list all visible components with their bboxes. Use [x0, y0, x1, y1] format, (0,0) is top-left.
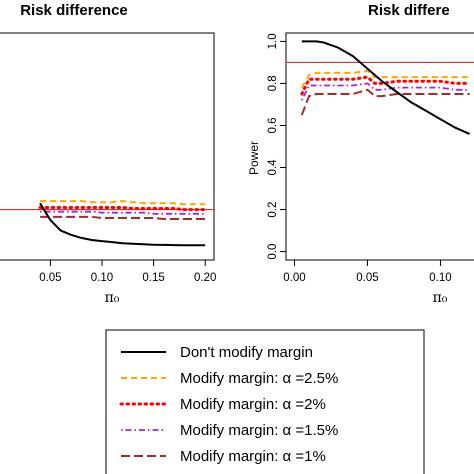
left-plot-marks	[0, 200, 214, 247]
legend-label: Modify margin: α =1.5%	[180, 422, 338, 439]
left-panel: Risk difference 0.05 0.10 0.15 0.20 π₀	[0, 2, 216, 306]
legend: Don't modify margin Modify margin: α =2.5…	[105, 329, 425, 474]
legend-label: Don't modify margin	[180, 344, 313, 361]
right-plot-marks	[286, 40, 474, 135]
right-panel-title: Risk differe	[368, 2, 450, 19]
series-line	[301, 40, 470, 135]
left-x-axis: 0.05 0.10 0.15 0.20	[39, 260, 216, 284]
legend-label: Modify margin: α =1%	[180, 448, 326, 465]
right-y-axis: 0.0 0.2 0.4 0.6 0.8 1.0	[267, 33, 286, 260]
series-line	[38, 206, 207, 212]
left-x-axis-label: π₀	[105, 290, 120, 306]
y-tick-label: 0.6	[267, 118, 279, 134]
x-tick-label: 0.20	[194, 272, 216, 284]
series-line	[40, 215, 206, 220]
right-x-axis-label: π₀	[433, 290, 448, 306]
y-tick-label: 0.8	[267, 75, 279, 91]
x-tick-label: 0.05	[39, 272, 61, 284]
x-tick-label: 0.10	[91, 272, 113, 284]
series-line	[40, 200, 206, 206]
series-line	[300, 69, 470, 89]
y-tick-label: 0.4	[267, 159, 279, 176]
x-tick-label: 0.00	[283, 272, 305, 284]
legend-box	[105, 329, 425, 474]
y-tick-label: 0.0	[267, 244, 279, 260]
x-tick-label: 0.10	[429, 272, 451, 284]
series-line	[300, 88, 470, 116]
x-tick-label: 0.05	[356, 272, 378, 284]
y-tick-label: 1.0	[267, 33, 279, 49]
series-line	[300, 82, 470, 101]
right-plot-frame	[285, 32, 474, 261]
right-y-axis-label: Power	[247, 141, 261, 175]
left-panel-title: Risk difference	[20, 2, 128, 19]
y-tick-label: 0.2	[267, 202, 279, 218]
x-tick-label: 0.15	[142, 272, 164, 284]
right-panel: Risk differe 0.00 0.05 0.10 0.00.20.40.60.…	[247, 2, 474, 306]
series-line	[39, 202, 206, 247]
series-line	[300, 75, 472, 96]
legend-label: Modify margin: α =2.5%	[180, 370, 338, 387]
right-x-axis: 0.00 0.05 0.10	[283, 260, 452, 284]
left-plot-frame	[0, 32, 215, 261]
legend-label: Modify margin: α =2%	[180, 396, 326, 413]
series-line	[40, 210, 206, 215]
